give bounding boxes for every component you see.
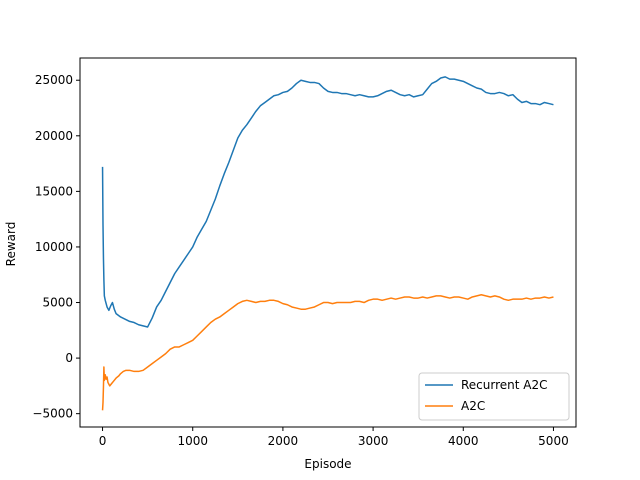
x-tick-label: 5000 <box>538 434 569 448</box>
x-tick-label: 1000 <box>177 434 208 448</box>
x-tick-label: 3000 <box>358 434 389 448</box>
x-tick-label: 4000 <box>448 434 479 448</box>
y-tick-label: 5000 <box>42 296 73 310</box>
plot-frame <box>79 57 577 428</box>
series-line-a2c <box>101 293 554 411</box>
y-tick-label: −5000 <box>32 407 73 421</box>
y-tick-label: 10000 <box>35 240 73 254</box>
y-tick-label: 15000 <box>35 184 73 198</box>
x-tick-label: 2000 <box>268 434 299 448</box>
y-axis-label: Reward <box>4 222 18 267</box>
legend-label-recurrent-a2c: Recurrent A2C <box>461 378 548 392</box>
y-tick-label: 0 <box>65 351 73 365</box>
x-axis: 0 1000 2000 3000 4000 5000 <box>99 427 569 448</box>
x-axis-label: Episode <box>304 457 351 471</box>
y-tick-label: 20000 <box>35 129 73 143</box>
legend-box <box>418 372 570 421</box>
series-layer <box>101 76 554 411</box>
series-line-recurrent-a2c <box>101 76 554 328</box>
legend-label-a2c: A2C <box>461 399 485 413</box>
y-tick-label: 25000 <box>35 73 73 87</box>
y-axis: −5000 0 5000 10000 15000 20000 25000 <box>32 73 80 421</box>
x-tick-label: 0 <box>99 434 107 448</box>
legend: Recurrent A2C A2C <box>418 372 570 421</box>
